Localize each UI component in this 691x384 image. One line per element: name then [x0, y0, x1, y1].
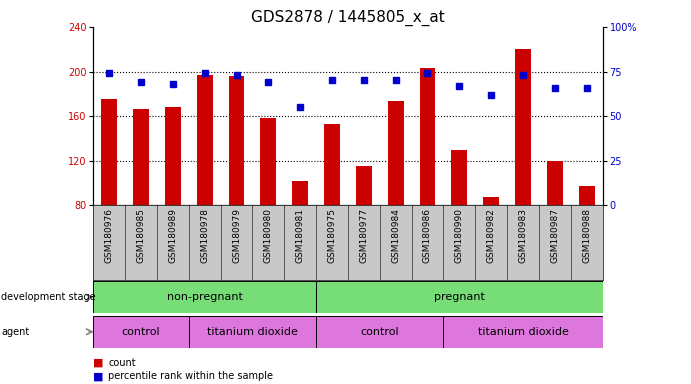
Text: pregnant: pregnant — [434, 292, 485, 302]
Text: GSM180990: GSM180990 — [455, 208, 464, 263]
Text: non-pregnant: non-pregnant — [167, 292, 243, 302]
Text: GSM180979: GSM180979 — [232, 208, 241, 263]
Bar — [356, 166, 372, 205]
Text: GSM180982: GSM180982 — [486, 208, 495, 263]
Bar — [316, 316, 444, 348]
Bar — [388, 101, 404, 205]
Bar — [483, 197, 499, 205]
Bar — [189, 316, 316, 348]
Bar — [165, 107, 181, 205]
Text: GSM180975: GSM180975 — [328, 208, 337, 263]
Text: percentile rank within the sample: percentile rank within the sample — [108, 371, 274, 381]
Text: GSM180985: GSM180985 — [137, 208, 146, 263]
Text: control: control — [122, 327, 160, 337]
Title: GDS2878 / 1445805_x_at: GDS2878 / 1445805_x_at — [251, 9, 445, 25]
Text: GSM180988: GSM180988 — [582, 208, 591, 263]
Bar — [419, 68, 435, 205]
Text: control: control — [361, 327, 399, 337]
Bar — [324, 124, 340, 205]
Text: GSM180981: GSM180981 — [296, 208, 305, 263]
Text: GSM180989: GSM180989 — [169, 208, 178, 263]
Text: GSM180978: GSM180978 — [200, 208, 209, 263]
Bar — [197, 75, 213, 205]
Text: GSM180980: GSM180980 — [264, 208, 273, 263]
Bar — [515, 49, 531, 205]
Bar — [133, 109, 149, 205]
Bar — [316, 281, 603, 313]
Bar — [93, 281, 316, 313]
Bar — [451, 150, 467, 205]
Text: titanium dioxide: titanium dioxide — [477, 327, 569, 337]
Bar — [547, 161, 562, 205]
Text: agent: agent — [1, 327, 30, 337]
Text: development stage: development stage — [1, 292, 96, 302]
Text: GSM180977: GSM180977 — [359, 208, 368, 263]
Text: ■: ■ — [93, 358, 104, 368]
Bar — [93, 316, 189, 348]
Text: GSM180976: GSM180976 — [105, 208, 114, 263]
Bar — [102, 99, 117, 205]
Text: GSM180983: GSM180983 — [518, 208, 527, 263]
Text: GSM180986: GSM180986 — [423, 208, 432, 263]
Text: count: count — [108, 358, 136, 368]
Text: GSM180984: GSM180984 — [391, 208, 400, 263]
Text: titanium dioxide: titanium dioxide — [207, 327, 298, 337]
Bar — [444, 316, 603, 348]
Bar — [261, 118, 276, 205]
Bar — [229, 76, 245, 205]
Text: ■: ■ — [93, 371, 104, 381]
Bar — [578, 187, 594, 205]
Bar — [292, 181, 308, 205]
Text: GSM180987: GSM180987 — [550, 208, 559, 263]
